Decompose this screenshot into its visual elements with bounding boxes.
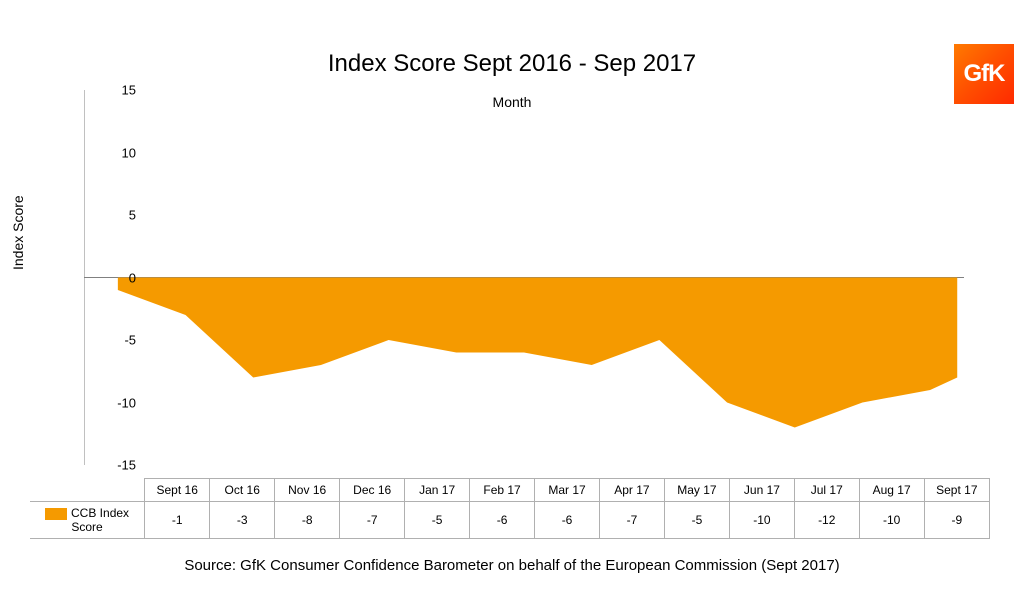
category-header: Oct 16 <box>210 479 275 502</box>
value-cell: -6 <box>535 502 600 539</box>
value-cell: -10 <box>859 502 924 539</box>
y-tick-label: 0 <box>96 270 136 285</box>
category-header: Sept 17 <box>924 479 989 502</box>
legend-swatch <box>45 508 67 520</box>
legend-label: CCB Index Score <box>71 506 129 534</box>
value-cell: -5 <box>405 502 470 539</box>
chart-container: GfK Index Score Sept 2016 - Sep 2017 Mon… <box>0 0 1024 594</box>
value-cell: -1 <box>145 502 210 539</box>
plot-area <box>84 90 964 465</box>
legend-cell: CCB Index Score <box>30 502 145 539</box>
category-header: Apr 17 <box>600 479 665 502</box>
value-cell: -7 <box>340 502 405 539</box>
category-header: May 17 <box>664 479 729 502</box>
category-header: Jan 17 <box>405 479 470 502</box>
data-table: Sept 16Oct 16Nov 16Dec 16Jan 17Feb 17Mar… <box>30 478 990 539</box>
legend-cell-empty <box>30 479 145 502</box>
value-cell: -6 <box>470 502 535 539</box>
category-header: Feb 17 <box>470 479 535 502</box>
y-tick-label: 15 <box>96 83 136 98</box>
category-header: Jul 17 <box>794 479 859 502</box>
category-header: Dec 16 <box>340 479 405 502</box>
y-tick-label: 5 <box>96 208 136 223</box>
chart-title: Index Score Sept 2016 - Sep 2017 <box>0 50 1024 78</box>
y-axis-label: Index Score <box>10 195 26 270</box>
y-tick-label: -10 <box>96 395 136 410</box>
y-tick-label: -5 <box>96 333 136 348</box>
value-cell: -7 <box>600 502 665 539</box>
area-series <box>118 278 957 428</box>
category-header: Mar 17 <box>535 479 600 502</box>
category-header: Aug 17 <box>859 479 924 502</box>
category-header: Nov 16 <box>275 479 340 502</box>
value-cell: -3 <box>210 502 275 539</box>
category-header: Jun 17 <box>729 479 794 502</box>
area-chart-svg <box>84 90 964 465</box>
value-cell: -5 <box>664 502 729 539</box>
y-tick-label: 10 <box>96 145 136 160</box>
value-cell: -12 <box>794 502 859 539</box>
category-header: Sept 16 <box>145 479 210 502</box>
value-cell: -8 <box>275 502 340 539</box>
source-line: Source: GfK Consumer Confidence Baromete… <box>0 557 1024 574</box>
value-cell: -10 <box>729 502 794 539</box>
y-tick-label: -15 <box>96 458 136 473</box>
value-cell: -9 <box>924 502 989 539</box>
